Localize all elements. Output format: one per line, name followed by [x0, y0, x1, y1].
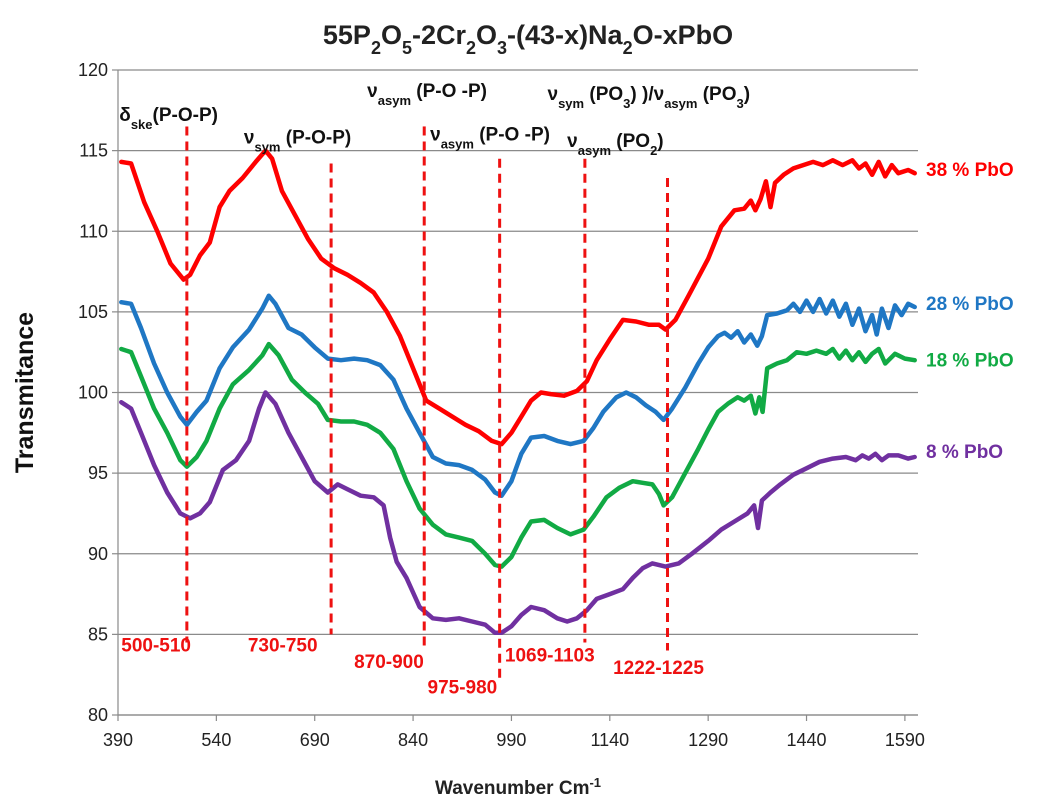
x-tick-label: 990	[496, 730, 526, 750]
series-line	[119, 293, 917, 498]
band-annotation: δske(P-O-P)	[119, 105, 218, 131]
x-axis-label: Wavenumber Cm-1	[435, 775, 601, 800]
x-tick-label: 540	[201, 730, 231, 750]
y-tick-label: 85	[88, 624, 108, 644]
grid-lines	[118, 69, 918, 716]
chart-title: 55P2O5-2Cr2O3-(43-x)Na2O-xPbO	[323, 20, 733, 58]
band-annotation: νasym (PO2)	[567, 131, 663, 158]
series-label: 8 % PbO	[926, 442, 1003, 463]
chart-title-text: 55P2O5-2Cr2O3-(43-x)Na2O-xPbO	[323, 20, 733, 58]
band-range-label: 975-980	[428, 678, 498, 699]
x-tick-label: 1140	[590, 730, 629, 750]
y-tick-label: 110	[79, 221, 108, 241]
band-annotations: δske(P-O-P) νsym (P-O-P) νasym (P-O -P) νas…	[119, 81, 750, 157]
y-tick-label: 80	[88, 705, 108, 725]
band-range-label: 730-750	[248, 636, 318, 657]
x-tick-labels: 390 540 690 840 990 1140 1290 1440 1590	[103, 715, 925, 750]
series-label: 18 % PbO	[926, 350, 1014, 371]
x-tick-label: 690	[300, 730, 330, 750]
x-tick-label: 840	[398, 730, 428, 750]
series-line	[119, 341, 917, 569]
series-lines	[119, 148, 917, 636]
y-tick-label: 100	[78, 383, 108, 403]
y-tick-label: 115	[79, 141, 108, 161]
series-line	[119, 390, 917, 636]
band-annotation: νsym (P-O-P)	[244, 128, 351, 155]
y-tick-label: 95	[88, 463, 108, 483]
y-tick-label: 105	[78, 302, 108, 322]
x-tick-label: 390	[103, 730, 133, 750]
series-label: 28 % PbO	[926, 294, 1014, 315]
y-axis-label: Transmitance	[11, 312, 39, 473]
y-tick-label: 120	[78, 60, 108, 80]
series-labels: 38 % PbO 28 % PbO 18 % PbO 8 % PbO	[926, 160, 1014, 463]
x-tick-label: 1440	[787, 730, 827, 750]
series-line	[119, 148, 917, 447]
band-annotation: νsym (PO3) )/νasym (PO3)	[548, 84, 751, 111]
y-tick-labels: 80 85 90 95 100 105 110 115 120	[78, 60, 118, 725]
x-tick-label: 1290	[688, 730, 728, 750]
series-label: 38 % PbO	[926, 160, 1014, 181]
band-annotation: νasym (P-O -P)	[367, 81, 487, 108]
band-annotation: νasym (P-O -P)	[430, 125, 550, 152]
band-range-label: 500-510	[121, 636, 191, 657]
band-range-label: 1069-1103	[505, 645, 595, 666]
band-range-label: 1222-1225	[613, 658, 704, 679]
band-range-label: 870-900	[354, 652, 424, 673]
x-tick-label: 1590	[885, 730, 925, 750]
y-tick-label: 90	[88, 544, 108, 564]
